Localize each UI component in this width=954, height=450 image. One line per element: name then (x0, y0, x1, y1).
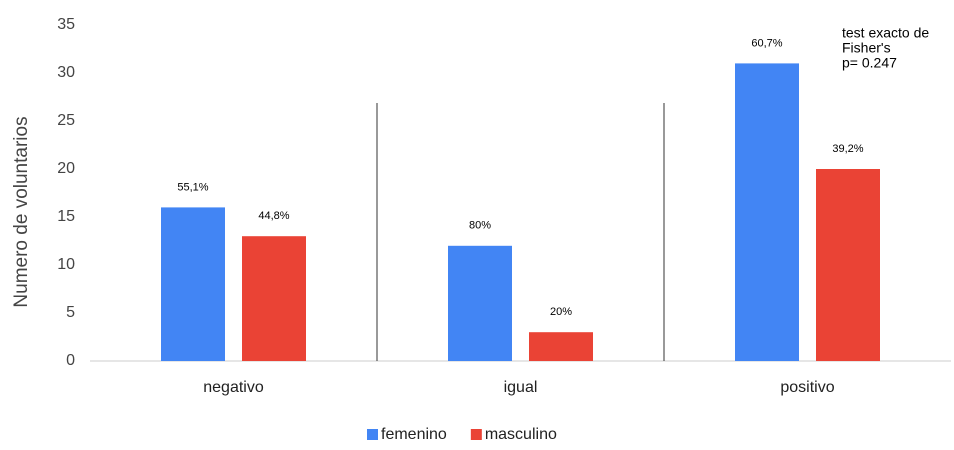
y-tick-label: 0 (66, 352, 75, 369)
y-axis-label: Numero de voluntarios (11, 116, 32, 307)
y-tick-label: 20 (57, 160, 75, 177)
legend-swatch (367, 429, 378, 440)
annotation: test exacto de (842, 25, 929, 41)
bar (242, 236, 306, 361)
legend-swatch (470, 429, 482, 440)
y-tick-label: 25 (57, 112, 75, 129)
bar (529, 332, 593, 361)
annotation: Fisher's (842, 40, 891, 56)
y-tick-label: 10 (57, 256, 75, 273)
x-tick-label: positivo (780, 379, 834, 396)
y-tick-label: 5 (66, 304, 75, 321)
bar-annotation: 55,1% (177, 181, 208, 193)
bar (816, 169, 880, 361)
bar (161, 207, 225, 361)
y-tick-label: 35 (57, 16, 75, 33)
x-tick-label: negativo (203, 379, 264, 396)
bar-annotation: 39,2% (832, 143, 863, 155)
bar (735, 63, 799, 362)
legend-label: femenino (381, 426, 447, 443)
bar-annotation: 44,8% (258, 210, 289, 222)
y-tick-label: 30 (57, 64, 75, 81)
bar-annotation: 20% (550, 306, 572, 318)
bar-annotation: 80% (469, 220, 491, 232)
bar-annotation: 60,7% (751, 37, 782, 49)
y-tick-label: 15 (57, 208, 75, 225)
annotation: p= 0.247 (842, 55, 897, 71)
bar (448, 245, 512, 361)
legend-label: masculino (485, 426, 557, 443)
x-tick-label: igual (504, 379, 538, 396)
